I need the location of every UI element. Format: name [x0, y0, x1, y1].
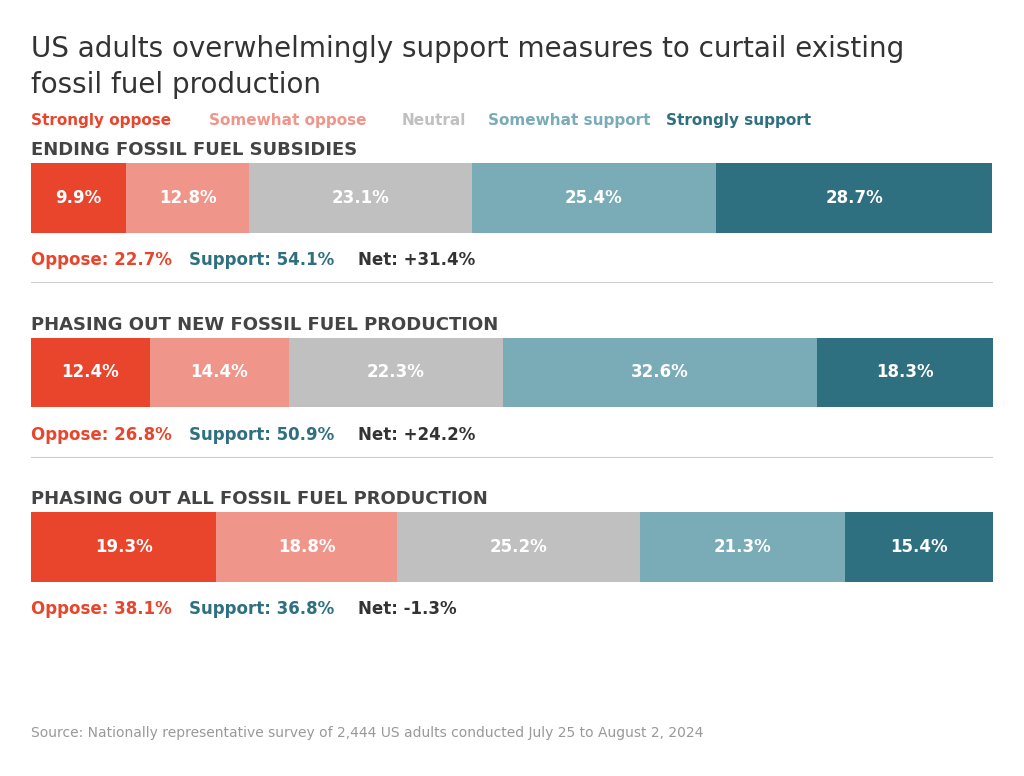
Bar [31, 163, 126, 233]
Text: Oppose: 26.8%: Oppose: 26.8% [31, 425, 171, 444]
Text: Oppose: 22.7%: Oppose: 22.7% [31, 251, 172, 269]
Text: Source: Nationally representative survey of 2,444 US adults conducted July 25 to: Source: Nationally representative survey… [31, 726, 703, 740]
Bar [31, 512, 216, 582]
Text: Neutral: Neutral [401, 113, 466, 128]
Bar [504, 338, 817, 407]
Bar [216, 512, 397, 582]
Bar [126, 163, 249, 233]
Text: Support: 36.8%: Support: 36.8% [189, 600, 335, 618]
Text: 15.4%: 15.4% [890, 538, 948, 556]
Text: Net: -1.3%: Net: -1.3% [358, 600, 457, 618]
Bar [716, 163, 992, 233]
Text: 22.3%: 22.3% [367, 363, 425, 382]
Text: 18.8%: 18.8% [279, 538, 336, 556]
Text: 14.4%: 14.4% [190, 363, 248, 382]
Text: PHASING OUT ALL FOSSIL FUEL PRODUCTION: PHASING OUT ALL FOSSIL FUEL PRODUCTION [31, 490, 487, 508]
Text: PHASING OUT NEW FOSSIL FUEL PRODUCTION: PHASING OUT NEW FOSSIL FUEL PRODUCTION [31, 316, 498, 334]
Text: Somewhat oppose: Somewhat oppose [209, 113, 367, 128]
Bar [249, 163, 472, 233]
Bar [151, 338, 289, 407]
Text: 19.3%: 19.3% [95, 538, 153, 556]
Bar [472, 163, 716, 233]
Text: US adults overwhelmingly support measures to curtail existing
fossil fuel produc: US adults overwhelmingly support measure… [31, 35, 904, 99]
Text: 21.3%: 21.3% [714, 538, 771, 556]
Bar [640, 512, 845, 582]
Text: 25.2%: 25.2% [489, 538, 548, 556]
Text: Support: 54.1%: Support: 54.1% [189, 251, 335, 269]
Text: Oppose: 38.1%: Oppose: 38.1% [31, 600, 171, 618]
Bar [289, 338, 504, 407]
Text: 9.9%: 9.9% [55, 189, 101, 207]
Text: Support: 50.9%: Support: 50.9% [189, 425, 335, 444]
Text: ENDING FOSSIL FUEL SUBSIDIES: ENDING FOSSIL FUEL SUBSIDIES [31, 141, 357, 159]
Text: 32.6%: 32.6% [632, 363, 689, 382]
Text: Strongly oppose: Strongly oppose [31, 113, 171, 128]
Text: 23.1%: 23.1% [332, 189, 389, 207]
Text: 12.4%: 12.4% [61, 363, 119, 382]
Bar [397, 512, 640, 582]
Text: 25.4%: 25.4% [565, 189, 623, 207]
Bar [817, 338, 993, 407]
Bar [845, 512, 993, 582]
Text: Somewhat support: Somewhat support [487, 113, 650, 128]
Text: Net: +24.2%: Net: +24.2% [358, 425, 476, 444]
Text: 18.3%: 18.3% [877, 363, 934, 382]
Bar [31, 338, 151, 407]
Text: Net: +31.4%: Net: +31.4% [358, 251, 476, 269]
Text: Strongly support: Strongly support [666, 113, 811, 128]
Text: 28.7%: 28.7% [825, 189, 883, 207]
Text: 12.8%: 12.8% [159, 189, 216, 207]
